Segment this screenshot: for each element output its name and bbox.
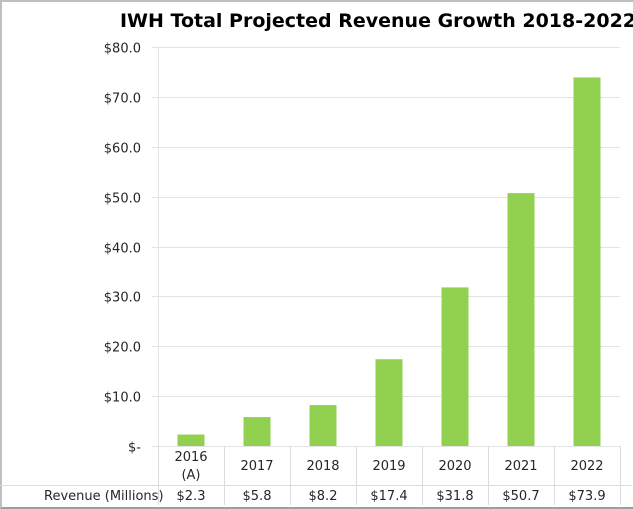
y-axis-tick-labels: $- $10.0 $20.0 $30.0 $40.0 $50.0 $60.0 $70.0 $80… xyxy=(104,42,142,456)
data-table: 2016 (A) $2.3 2017 $5.8 2018 $8.2 2019 $17.4 2020… xyxy=(0,446,632,505)
bar xyxy=(507,193,535,446)
y-tick-label: $50.0 xyxy=(104,192,141,207)
table-value-cell: $8.2 xyxy=(309,489,338,504)
bar xyxy=(573,77,601,446)
y-tick-label: $40.0 xyxy=(104,242,141,257)
x-category-label-line: 2016 xyxy=(174,450,207,465)
chart-title: IWH Total Projected Revenue Growth 2018-… xyxy=(120,10,633,32)
bar xyxy=(243,417,271,446)
bar xyxy=(375,359,403,446)
bars xyxy=(177,77,601,446)
x-category-label: 2022 xyxy=(570,459,603,474)
table-value-cell: $50.7 xyxy=(502,489,539,504)
table-value-cell: $17.4 xyxy=(370,489,407,504)
y-tick-label: $60.0 xyxy=(104,142,141,157)
x-category-label: 2019 xyxy=(372,459,405,474)
bar xyxy=(309,405,337,446)
y-tick-label: $70.0 xyxy=(104,92,141,107)
table-value-cell: $31.8 xyxy=(436,489,473,504)
y-tick-label: $20.0 xyxy=(104,341,141,356)
bar xyxy=(177,434,205,446)
table-value-cell: $2.3 xyxy=(177,489,206,504)
y-tick-label: $30.0 xyxy=(104,291,141,306)
x-category-label: 2020 xyxy=(438,459,471,474)
x-category-label: 2016 (A) xyxy=(174,450,207,483)
x-category-label: 2021 xyxy=(504,459,537,474)
x-category-label: 2018 xyxy=(306,459,339,474)
y-tick-label: $- xyxy=(128,441,141,456)
x-category-label-line: (A) xyxy=(181,468,200,483)
y-tick-label: $80.0 xyxy=(104,42,141,57)
bar xyxy=(441,287,469,446)
table-value-cell: $73.9 xyxy=(568,489,605,504)
y-tick-label: $10.0 xyxy=(104,391,141,406)
table-row-label: Revenue (Millions) xyxy=(44,489,164,504)
x-category-label: 2017 xyxy=(240,459,273,474)
table-value-cell: $5.8 xyxy=(243,489,272,504)
gridlines xyxy=(152,47,620,505)
